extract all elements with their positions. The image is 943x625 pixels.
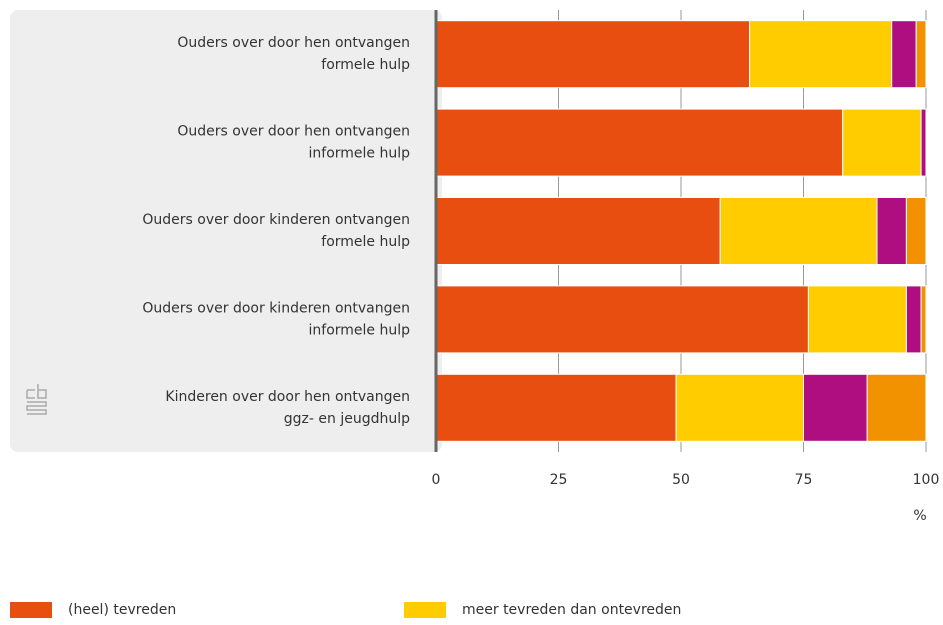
bar-segment [876, 197, 907, 265]
category-label: informele hulp [309, 322, 411, 338]
bar-segment [920, 285, 927, 354]
label-panel [10, 10, 442, 452]
x-axis-label: % [913, 508, 926, 524]
legend-label: meer tevreden dan ontevreden [462, 602, 681, 618]
x-tick-label: 100 [913, 472, 940, 488]
x-tick-label: 0 [432, 472, 441, 488]
category-label: Ouders over door kinderen ontvangen [142, 300, 410, 316]
bar-segment [749, 20, 893, 89]
category-label: informele hulp [309, 146, 411, 162]
bar-segment [719, 197, 878, 265]
category-label: Ouders over door kinderen ontvangen [142, 212, 410, 228]
bar-segment [920, 108, 927, 177]
bar-segment [435, 20, 751, 89]
bar-segment [675, 373, 804, 442]
bar-segment [866, 373, 927, 442]
category-label: Kinderen over door hen ontvangen [165, 389, 410, 405]
bar-segment [435, 197, 721, 265]
category-label: ggz- en jeugdhulp [284, 411, 410, 427]
category-label: formele hulp [321, 234, 410, 250]
bar-segment [435, 285, 809, 354]
legend-label: (heel) tevreden [68, 602, 176, 618]
bar-segment [435, 373, 677, 442]
x-tick-label: 25 [550, 472, 568, 488]
cbs-logo [26, 384, 47, 415]
category-label: Ouders over door hen ontvangen [177, 124, 410, 140]
x-tick-label: 50 [672, 472, 690, 488]
legend-swatch [10, 602, 52, 618]
bar-segment [807, 285, 907, 354]
bar-segment [915, 20, 927, 89]
x-tick-label: 75 [795, 472, 813, 488]
bar-segment [905, 285, 922, 354]
bar-segment [803, 373, 868, 442]
category-label: Ouders over door hen ontvangen [177, 35, 410, 51]
bar-segment [842, 108, 922, 177]
bar-segment [905, 197, 927, 265]
bar-segment [435, 108, 844, 177]
category-label: formele hulp [321, 57, 410, 73]
legend-swatch [404, 602, 446, 618]
bar-segment [891, 20, 917, 89]
